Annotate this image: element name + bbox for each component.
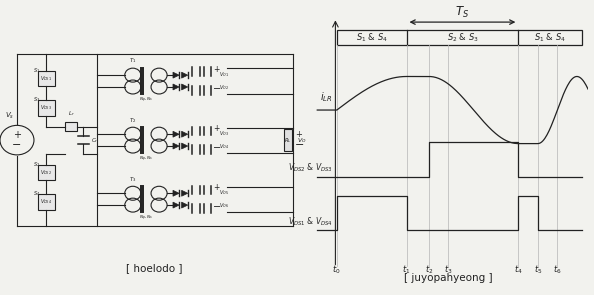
Text: $S_2$: $S_2$ — [33, 160, 41, 168]
Text: $V_{DS4}$: $V_{DS4}$ — [40, 197, 52, 206]
Text: [ hoelodo ]: [ hoelodo ] — [126, 263, 183, 273]
Text: $V_{O4}$: $V_{O4}$ — [219, 142, 229, 151]
Text: $V_{O5}$: $V_{O5}$ — [219, 188, 229, 197]
Text: $V_{DS1}$: $V_{DS1}$ — [40, 74, 52, 83]
Polygon shape — [182, 72, 188, 78]
Text: $t_0$: $t_0$ — [333, 263, 341, 276]
Text: $T_3$: $T_3$ — [129, 175, 137, 183]
Text: +: + — [213, 183, 220, 192]
Text: $N_p,N_s$: $N_p,N_s$ — [139, 95, 153, 104]
Bar — [65, 122, 77, 131]
Text: $V_{O3}$: $V_{O3}$ — [219, 129, 229, 138]
Text: +: + — [295, 130, 302, 139]
Bar — [38, 71, 55, 86]
Text: $t_2$: $t_2$ — [425, 263, 433, 276]
Text: $N_p,N_s$: $N_p,N_s$ — [139, 214, 153, 222]
Polygon shape — [173, 190, 179, 196]
Polygon shape — [182, 143, 188, 149]
Text: $S_3$: $S_3$ — [33, 95, 41, 104]
Text: $N_p,N_s$: $N_p,N_s$ — [139, 154, 153, 163]
Text: $C_r$: $C_r$ — [91, 136, 99, 145]
Text: $R_L$: $R_L$ — [284, 136, 292, 145]
Polygon shape — [173, 84, 179, 90]
Polygon shape — [182, 84, 188, 90]
Text: $V_{DS2}$ & $V_{DS3}$: $V_{DS2}$ & $V_{DS3}$ — [287, 162, 333, 174]
Text: $S_4$: $S_4$ — [33, 189, 41, 198]
Text: [ juyopahyeong ]: [ juyopahyeong ] — [404, 273, 493, 283]
Polygon shape — [182, 202, 188, 208]
Text: −: − — [12, 140, 21, 150]
Polygon shape — [182, 190, 188, 196]
Text: $T_1$: $T_1$ — [129, 57, 137, 65]
Text: $V_s$: $V_s$ — [5, 111, 14, 121]
Polygon shape — [173, 131, 179, 137]
Text: $V_O$: $V_O$ — [297, 136, 307, 145]
Bar — [38, 100, 55, 116]
Text: $t_3$: $t_3$ — [444, 263, 453, 276]
Text: $V_{DS2}$: $V_{DS2}$ — [40, 168, 52, 177]
Text: $V_{O2}$: $V_{O2}$ — [219, 83, 229, 92]
Text: −: − — [213, 83, 221, 94]
Polygon shape — [173, 143, 179, 149]
Text: +: + — [13, 130, 21, 140]
Bar — [284, 130, 292, 151]
Text: $T_S$: $T_S$ — [456, 5, 469, 20]
Bar — [337, 30, 583, 45]
Polygon shape — [182, 131, 188, 137]
Text: $V_{DS3}$: $V_{DS3}$ — [40, 104, 52, 112]
Text: −: − — [213, 202, 221, 212]
Bar — [38, 194, 55, 210]
Text: $t_6$: $t_6$ — [553, 263, 562, 276]
Text: $t_4$: $t_4$ — [514, 263, 523, 276]
Text: $i_{LR}$: $i_{LR}$ — [320, 91, 333, 104]
Text: −: − — [213, 143, 221, 153]
Text: $S_1$ & $S_4$: $S_1$ & $S_4$ — [535, 32, 566, 44]
Polygon shape — [173, 202, 179, 208]
Polygon shape — [173, 72, 179, 78]
Text: +: + — [213, 124, 220, 133]
Text: $V_{O6}$: $V_{O6}$ — [219, 201, 229, 210]
Text: $t_5$: $t_5$ — [533, 263, 542, 276]
Text: $T_2$: $T_2$ — [129, 116, 137, 124]
Text: $V_{DS1}$ & $V_{DS4}$: $V_{DS1}$ & $V_{DS4}$ — [287, 215, 333, 228]
Text: $S_1$ & $S_4$: $S_1$ & $S_4$ — [356, 32, 388, 44]
Text: −: − — [295, 140, 304, 150]
Text: $V_{O1}$: $V_{O1}$ — [219, 70, 229, 79]
Text: $L_r$: $L_r$ — [68, 109, 74, 118]
Text: $t_1$: $t_1$ — [402, 263, 411, 276]
Bar — [38, 165, 55, 180]
Text: $S_1$: $S_1$ — [33, 66, 41, 75]
Text: +: + — [213, 65, 220, 74]
Text: $S_2$ & $S_3$: $S_2$ & $S_3$ — [447, 32, 478, 44]
